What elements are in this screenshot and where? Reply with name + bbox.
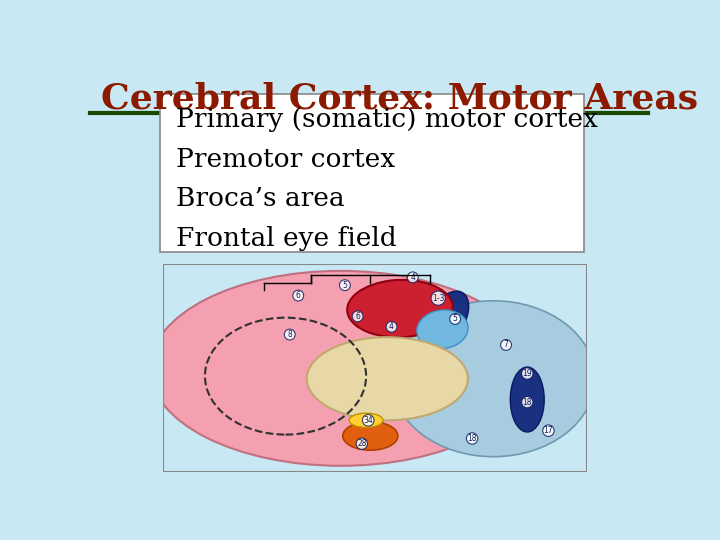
FancyBboxPatch shape xyxy=(160,94,584,252)
Text: Frontal eye field: Frontal eye field xyxy=(176,226,397,251)
Text: 18: 18 xyxy=(467,434,477,443)
Text: 34: 34 xyxy=(364,416,373,425)
Text: 1-3: 1-3 xyxy=(432,294,444,302)
Ellipse shape xyxy=(349,413,383,428)
Text: Broca’s area: Broca’s area xyxy=(176,186,345,211)
Text: Premotor cortex: Premotor cortex xyxy=(176,146,396,172)
Text: 19: 19 xyxy=(523,369,532,378)
Text: 4: 4 xyxy=(410,273,415,282)
Text: 28: 28 xyxy=(357,439,366,448)
Text: 17: 17 xyxy=(544,426,553,435)
Text: Cerebral Cortex: Motor Areas: Cerebral Cortex: Motor Areas xyxy=(101,82,698,116)
Ellipse shape xyxy=(150,271,531,466)
Ellipse shape xyxy=(343,422,398,450)
Text: 5: 5 xyxy=(343,281,347,289)
Ellipse shape xyxy=(417,310,468,349)
Text: Primary (somatic) motor cortex: Primary (somatic) motor cortex xyxy=(176,107,598,132)
Text: 8: 8 xyxy=(287,330,292,339)
Text: 7: 7 xyxy=(503,340,508,349)
Text: 18: 18 xyxy=(523,397,532,407)
Ellipse shape xyxy=(425,291,469,347)
Text: 6: 6 xyxy=(355,312,360,321)
Text: 6: 6 xyxy=(296,291,301,300)
Ellipse shape xyxy=(392,301,595,457)
Text: 4: 4 xyxy=(389,322,394,331)
Ellipse shape xyxy=(307,337,468,420)
Ellipse shape xyxy=(510,367,544,432)
Ellipse shape xyxy=(347,280,453,338)
Text: 5: 5 xyxy=(453,314,458,323)
